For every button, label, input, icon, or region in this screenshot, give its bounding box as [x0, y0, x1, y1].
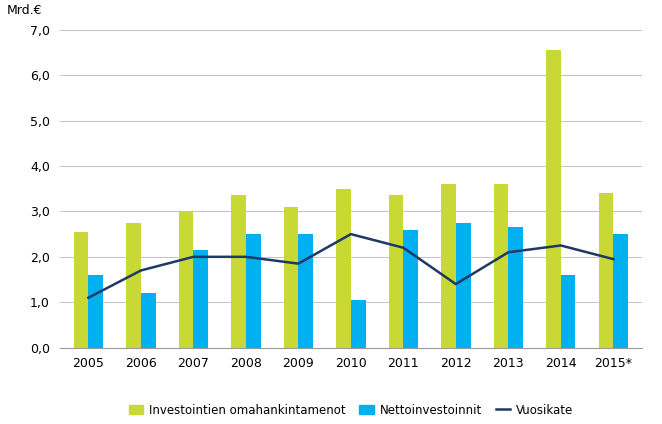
Bar	[456, 223, 471, 348]
Text: Mrd.€: Mrd.€	[7, 4, 42, 17]
Bar	[508, 227, 523, 348]
Bar	[561, 275, 575, 348]
Bar	[403, 229, 418, 348]
Bar	[179, 212, 193, 348]
Bar	[141, 293, 156, 348]
Legend: Investointien omahankintamenot, Nettoinvestoinnit, Vuosikate: Investointien omahankintamenot, Nettoinv…	[124, 399, 578, 421]
Bar	[613, 234, 628, 348]
Bar	[389, 195, 403, 348]
Bar	[546, 50, 561, 348]
Bar	[351, 300, 365, 348]
Bar	[89, 275, 103, 348]
Bar	[284, 207, 299, 348]
Bar	[494, 184, 508, 348]
Bar	[441, 184, 456, 348]
Bar	[73, 232, 89, 348]
Bar	[598, 193, 613, 348]
Bar	[126, 223, 141, 348]
Bar	[231, 195, 246, 348]
Bar	[299, 234, 313, 348]
Bar	[246, 234, 261, 348]
Bar	[336, 189, 351, 348]
Bar	[193, 250, 208, 348]
